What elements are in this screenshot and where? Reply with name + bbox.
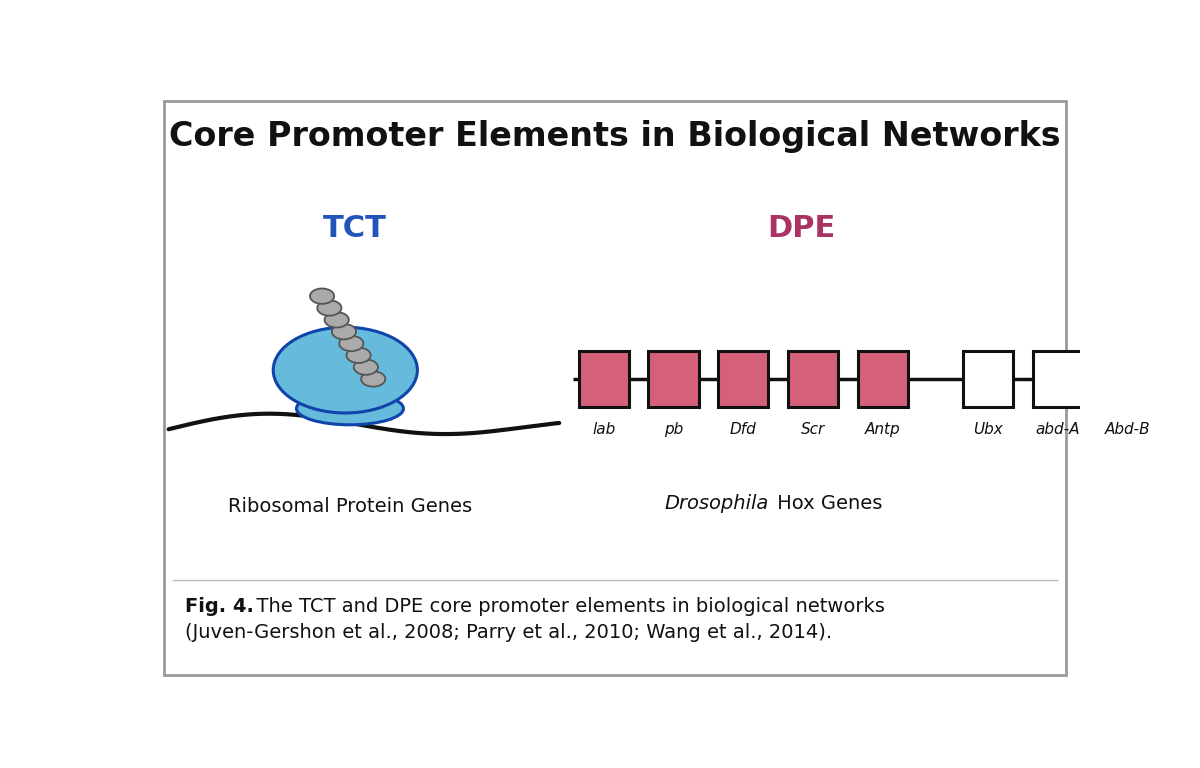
Text: Dfd: Dfd <box>730 422 757 437</box>
Text: Ribosomal Protein Genes: Ribosomal Protein Genes <box>228 497 472 515</box>
Text: lab: lab <box>593 422 616 437</box>
Text: The TCT and DPE core promoter elements in biological networks: The TCT and DPE core promoter elements i… <box>244 597 884 615</box>
Circle shape <box>332 324 356 339</box>
Text: Scr: Scr <box>800 422 826 437</box>
Circle shape <box>324 312 349 327</box>
Bar <box>962 351 1013 407</box>
Circle shape <box>317 300 342 316</box>
Text: Drosophila: Drosophila <box>664 494 768 513</box>
Text: pb: pb <box>664 422 683 437</box>
Ellipse shape <box>296 392 403 425</box>
Circle shape <box>347 348 371 363</box>
Text: Hox Genes: Hox Genes <box>772 494 883 513</box>
Text: abd-A: abd-A <box>1036 422 1080 437</box>
Text: Core Promoter Elements in Biological Networks: Core Promoter Elements in Biological Net… <box>169 120 1061 153</box>
Text: Fig. 4.: Fig. 4. <box>185 597 254 615</box>
Bar <box>719 351 768 407</box>
Text: DPE: DPE <box>767 214 835 243</box>
Bar <box>1032 351 1082 407</box>
Bar <box>648 351 698 407</box>
Text: Abd-B: Abd-B <box>1105 422 1151 437</box>
Text: Ubx: Ubx <box>973 422 1003 437</box>
Bar <box>1103 351 1152 407</box>
Bar <box>858 351 908 407</box>
Ellipse shape <box>274 327 418 413</box>
Text: Antp: Antp <box>865 422 901 437</box>
Text: TCT: TCT <box>323 214 386 243</box>
Circle shape <box>310 289 334 304</box>
Circle shape <box>354 359 378 375</box>
Bar <box>788 351 838 407</box>
Text: (Juven-Gershon et al., 2008; Parry et al., 2010; Wang et al., 2014).: (Juven-Gershon et al., 2008; Parry et al… <box>185 623 833 642</box>
Bar <box>578 351 629 407</box>
Circle shape <box>361 371 385 386</box>
Circle shape <box>340 336 364 351</box>
